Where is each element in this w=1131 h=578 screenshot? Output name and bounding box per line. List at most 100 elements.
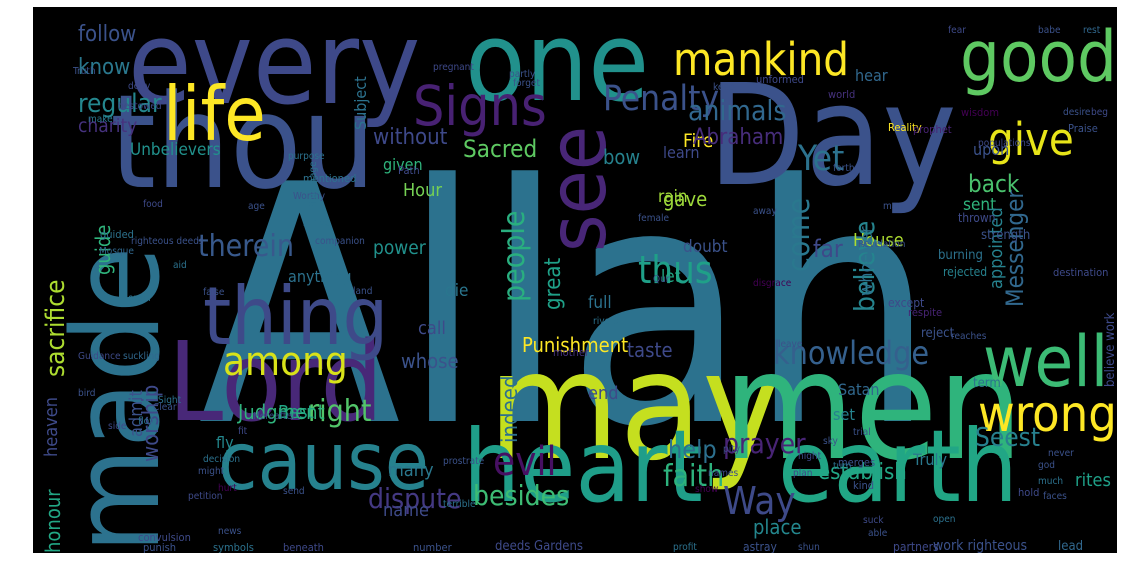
word-believe-work: believe work bbox=[1103, 312, 1117, 387]
word-prostrate: prostrate bbox=[443, 456, 485, 467]
word-except: except bbox=[888, 296, 925, 310]
word-far: far bbox=[813, 235, 843, 263]
word-unformed: unformed bbox=[756, 73, 804, 86]
word-prayer: prayer bbox=[723, 427, 806, 460]
word-path: Path bbox=[398, 164, 420, 177]
word-fit: fit bbox=[238, 426, 248, 437]
word-well: well bbox=[983, 321, 1109, 403]
word-thing: thing bbox=[203, 270, 389, 363]
word-man: man bbox=[883, 201, 903, 212]
word-news: news bbox=[218, 526, 242, 537]
word-yet: Yet bbox=[798, 139, 845, 179]
word-good: good bbox=[959, 16, 1117, 98]
word-might: might bbox=[198, 466, 225, 477]
word-partners: partners bbox=[893, 540, 939, 553]
word-mosque: Mosque bbox=[99, 246, 134, 257]
word-fly: fly bbox=[216, 433, 234, 452]
word-whose: whose bbox=[401, 349, 459, 373]
word-knowledge: knowledge bbox=[773, 334, 930, 372]
word-fear: fear bbox=[948, 25, 966, 36]
word-taste: taste bbox=[627, 338, 673, 362]
word-deeds-gardens: deeds Gardens bbox=[495, 539, 583, 553]
word-disgrace: disgrace bbox=[753, 278, 792, 289]
word-men: men bbox=[723, 320, 1024, 494]
word-rejected: rejected bbox=[943, 265, 988, 279]
word-destination: destination bbox=[1053, 266, 1109, 279]
word-faith: faith bbox=[663, 459, 725, 494]
word-hear: hear bbox=[855, 66, 888, 85]
word-lead: lead bbox=[1058, 539, 1084, 553]
word-doubt: doubt bbox=[683, 237, 728, 257]
word-regular: regular bbox=[78, 89, 162, 119]
word-bestowed: bestowed bbox=[118, 101, 162, 112]
word-one: one bbox=[465, 7, 650, 126]
word-number: number bbox=[413, 541, 452, 553]
word-rest: rest bbox=[1083, 25, 1101, 36]
word-end: end bbox=[588, 383, 619, 404]
word-world: world bbox=[828, 88, 856, 101]
word-help: help bbox=[668, 435, 717, 464]
word-place: place bbox=[753, 515, 802, 539]
word-signs: Signs bbox=[413, 74, 547, 138]
word-decision: decision bbox=[203, 454, 241, 465]
word-know: know bbox=[78, 55, 131, 80]
word-pity: pity bbox=[723, 444, 741, 455]
word-side: side bbox=[108, 421, 127, 432]
word-open: open bbox=[933, 514, 956, 525]
word-wisdom: wisdom bbox=[961, 106, 999, 119]
word-work-righteous: work righteous bbox=[933, 538, 1028, 553]
word-burning: burning bbox=[938, 248, 983, 263]
word-populations: populations bbox=[978, 138, 1031, 149]
word-mankind: mankind bbox=[673, 33, 849, 86]
word-seest: Seest bbox=[975, 423, 1040, 453]
word-guided: guided bbox=[100, 228, 134, 241]
word-land: land bbox=[353, 286, 373, 297]
word-sacrifice: sacrifice bbox=[41, 279, 71, 378]
word-beg: beg bbox=[1091, 107, 1108, 118]
word-evil: evil bbox=[493, 439, 557, 485]
word-call: call bbox=[418, 318, 446, 339]
word-gave: gave bbox=[663, 187, 708, 211]
word-beneath: beneath bbox=[283, 541, 324, 553]
word-lord: Lord bbox=[168, 318, 384, 446]
word-strive: strive bbox=[303, 216, 331, 229]
word-kind: kind bbox=[853, 479, 875, 492]
word-sky: sky bbox=[823, 436, 838, 447]
word-rivers: rivers bbox=[593, 316, 619, 327]
word-aid: aid bbox=[173, 260, 187, 271]
word-day: Day bbox=[708, 55, 957, 218]
word-revelation: Revelation bbox=[858, 239, 906, 250]
word-babe: babe bbox=[1038, 25, 1061, 36]
word-sight: Sight bbox=[158, 395, 182, 406]
word-back: back bbox=[968, 170, 1020, 198]
word-people: people bbox=[497, 210, 532, 302]
word-term: term bbox=[973, 376, 1001, 391]
word-hold: hold bbox=[1018, 486, 1040, 499]
word-penalty: Penalty bbox=[603, 79, 720, 119]
word-order: order bbox=[128, 293, 152, 304]
word-pregnant: pregnant bbox=[433, 62, 474, 73]
word-night: night bbox=[798, 451, 822, 462]
word-besides: besides bbox=[473, 479, 570, 512]
word-terrible: terrible bbox=[443, 499, 476, 510]
word-reject: reject bbox=[921, 326, 955, 341]
word-worthy: Worthy bbox=[293, 191, 326, 202]
word-righteous-deeds: righteous deeds bbox=[131, 236, 204, 247]
word-power: power bbox=[373, 237, 426, 259]
word-anything: anything bbox=[288, 267, 352, 286]
word-thus: thus bbox=[638, 248, 713, 292]
word-turn: turn bbox=[833, 461, 852, 472]
word-forget: forget bbox=[513, 78, 540, 89]
word-set: set bbox=[833, 405, 855, 424]
word-thrown: thrown bbox=[958, 211, 996, 225]
word-without: without bbox=[373, 125, 448, 150]
word-upon: upon bbox=[973, 140, 1010, 159]
word-every: every bbox=[128, 7, 421, 131]
word-whoever: whoever bbox=[856, 226, 877, 296]
word-punishment: Punishment bbox=[522, 333, 629, 357]
word-abraham: Abraham bbox=[693, 125, 784, 150]
word-purpose: purpose bbox=[288, 151, 325, 162]
word-suck: suck bbox=[863, 515, 884, 526]
word-praise: Praise bbox=[1068, 122, 1098, 135]
word-honour: honour bbox=[41, 489, 65, 553]
